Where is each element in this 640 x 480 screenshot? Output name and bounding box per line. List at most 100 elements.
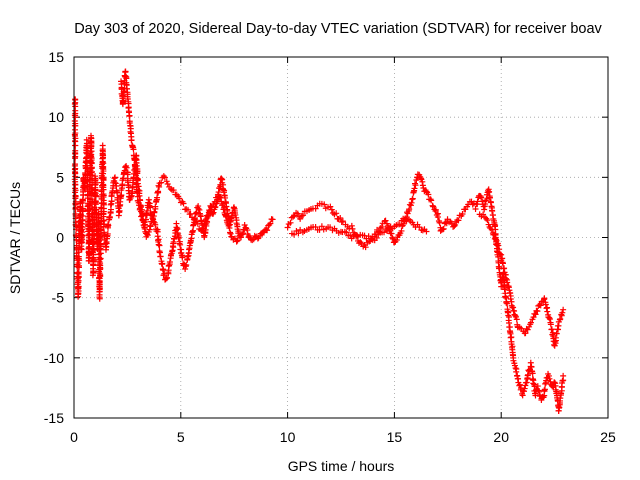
x-tick-label: 25 <box>600 429 616 445</box>
data-point <box>207 204 214 211</box>
data-point <box>105 222 112 229</box>
data-point <box>522 330 529 337</box>
data-point <box>144 207 151 214</box>
data-point <box>557 315 564 322</box>
data-point <box>484 217 491 224</box>
data-point <box>112 174 119 181</box>
data-point <box>194 220 201 227</box>
data-point <box>104 230 111 237</box>
data-point <box>79 205 86 212</box>
data-point <box>200 225 207 232</box>
data-point <box>237 232 244 239</box>
data-point <box>512 312 519 319</box>
data-point <box>551 379 558 386</box>
data-point <box>92 201 99 208</box>
data-point <box>495 242 502 249</box>
data-point <box>161 174 168 181</box>
data-point <box>552 334 559 341</box>
data-point <box>560 372 567 379</box>
data-point <box>290 213 297 220</box>
data-point <box>312 205 319 212</box>
data-point <box>158 179 165 186</box>
data-point <box>219 201 226 208</box>
data-point <box>502 293 509 300</box>
y-tick-label: 15 <box>48 49 64 65</box>
data-point <box>187 240 194 247</box>
y-tick-label: -10 <box>44 350 64 366</box>
data-point <box>482 201 489 208</box>
x-tick-label: 5 <box>177 429 185 445</box>
data-point <box>553 330 560 337</box>
data-point <box>373 234 380 241</box>
data-point <box>507 295 514 302</box>
data-point <box>163 178 170 185</box>
data-point <box>180 200 187 207</box>
data-point <box>241 221 248 228</box>
data-point <box>118 192 125 199</box>
data-point <box>488 226 495 233</box>
data-point <box>459 210 466 217</box>
data-point <box>498 251 505 258</box>
data-point <box>107 201 114 208</box>
data-point <box>211 198 218 205</box>
data-point <box>106 213 113 220</box>
data-point <box>144 232 151 239</box>
data-point <box>348 222 355 229</box>
data-point <box>504 300 511 307</box>
y-tick-label: -15 <box>44 410 64 426</box>
data-point <box>96 294 103 301</box>
data-point <box>184 253 191 260</box>
plot-frame <box>73 56 609 419</box>
axis-ticks: 0 5 10 15 20 25 -15 -10 -5 0 5 10 15 <box>44 49 616 445</box>
y-tick-label: 0 <box>56 230 64 246</box>
data-point <box>396 221 403 228</box>
data-point <box>412 182 419 189</box>
data-point <box>179 254 186 261</box>
data-point <box>386 226 393 233</box>
data-point <box>321 201 328 208</box>
data-point <box>137 208 144 215</box>
data-point <box>210 209 217 216</box>
data-point <box>157 253 164 260</box>
data-point <box>339 218 346 225</box>
data-point <box>266 221 273 228</box>
data-point <box>128 193 135 200</box>
data-point <box>148 218 155 225</box>
data-point <box>263 226 270 233</box>
data-point <box>378 223 385 230</box>
data-point <box>541 386 548 393</box>
y-axis-label: SDTVAR / TECUs <box>7 182 23 294</box>
data-point <box>221 204 228 211</box>
data-point <box>171 236 178 243</box>
data-point <box>72 142 79 149</box>
data-point <box>546 314 553 321</box>
y-tick-label: 5 <box>56 169 64 185</box>
data-point <box>503 299 510 306</box>
data-point <box>170 187 177 194</box>
data-point <box>173 220 180 227</box>
x-tick-label: 15 <box>387 429 403 445</box>
data-point <box>408 199 415 206</box>
data-point <box>126 113 133 120</box>
data-point <box>478 194 485 201</box>
data-point <box>434 213 441 220</box>
x-tick-label: 20 <box>493 429 509 445</box>
data-point <box>513 316 520 323</box>
data-point <box>337 214 344 221</box>
data-point <box>183 262 190 269</box>
data-point <box>147 211 154 218</box>
data-point <box>504 279 511 286</box>
grid-lines <box>74 57 608 418</box>
data-point <box>204 213 211 219</box>
data-point <box>404 210 411 217</box>
data-point <box>72 205 79 212</box>
data-point <box>557 395 564 402</box>
data-marks <box>71 68 567 414</box>
data-point <box>527 359 534 366</box>
data-point <box>139 217 146 224</box>
data-point <box>481 206 488 213</box>
data-point <box>233 238 240 245</box>
data-point <box>136 202 143 209</box>
data-point <box>546 375 553 382</box>
data-point <box>560 306 567 313</box>
